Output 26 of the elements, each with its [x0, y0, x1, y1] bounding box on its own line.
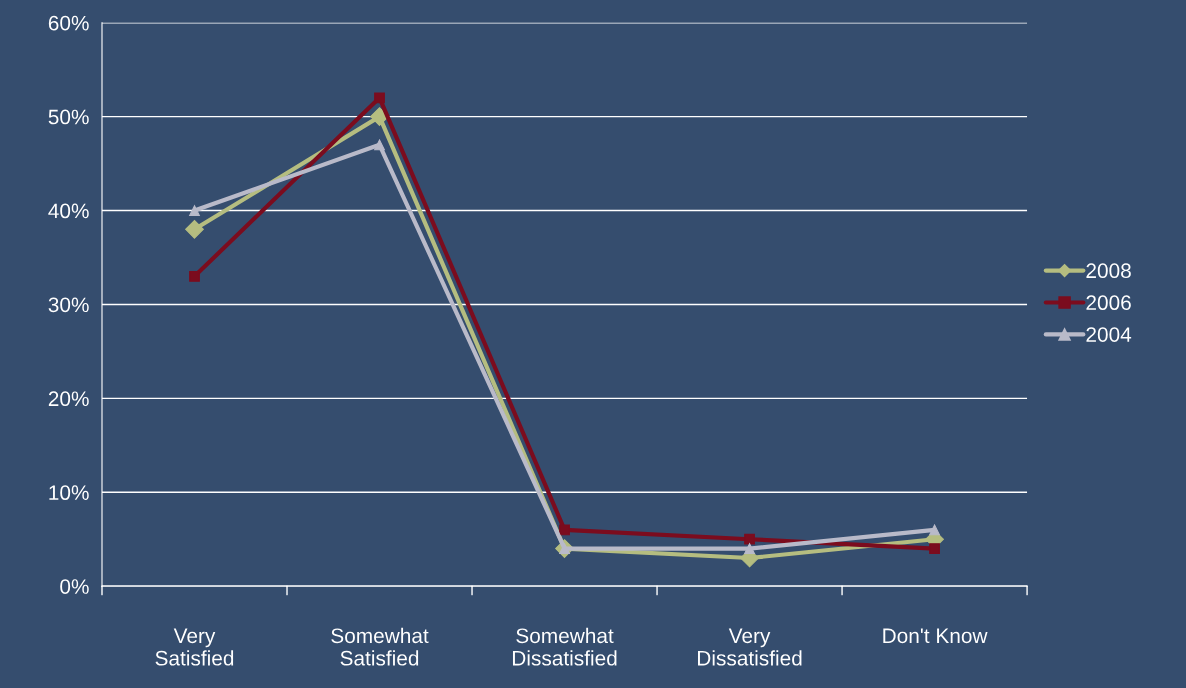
point — [929, 524, 940, 536]
y-tick-label: 50% — [48, 109, 89, 125]
y-tick-label: 20% — [48, 391, 89, 407]
y-tick-label: 60% — [48, 15, 89, 31]
point — [374, 92, 385, 104]
point — [189, 270, 200, 282]
legend-label: 2004 — [1086, 327, 1132, 342]
x-tick-label: Very Dissatisfied — [698, 628, 802, 666]
y-tick-label: 0% — [60, 579, 89, 594]
legend-label: 2006 — [1086, 295, 1131, 311]
point — [559, 524, 570, 536]
point — [189, 205, 200, 216]
point — [370, 107, 389, 126]
y-tick-label: 40% — [48, 203, 89, 219]
x-tick-label: Somewhat Dissatisfied — [512, 627, 617, 666]
y-tick-label: 10% — [49, 485, 89, 501]
x-tick-label: Very Satisfied — [155, 628, 234, 666]
x-tick-label: Don't Know — [883, 628, 988, 644]
point — [744, 543, 755, 554]
legend-label: 2008 — [1086, 263, 1131, 279]
point — [744, 533, 755, 545]
y-tick-label: 30% — [48, 297, 89, 313]
point — [374, 139, 385, 151]
point — [929, 543, 940, 554]
x-tick-label: Somewhat Satisfied — [331, 627, 429, 666]
point — [185, 219, 204, 239]
